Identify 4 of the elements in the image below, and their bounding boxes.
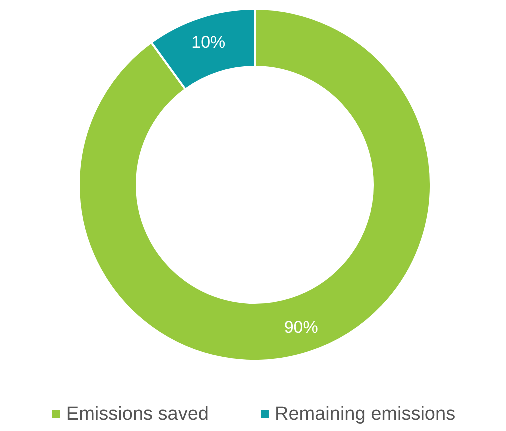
- data-label: 90%: [284, 318, 318, 338]
- legend-label: Emissions saved: [66, 404, 209, 425]
- legend-label: Remaining emissions: [274, 404, 456, 425]
- data-label: 10%: [192, 32, 226, 52]
